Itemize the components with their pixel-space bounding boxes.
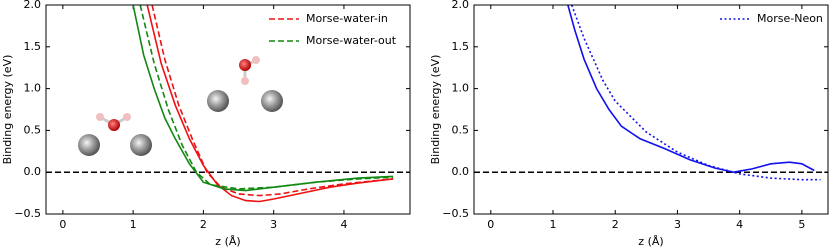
y-tick-label: 2.0 bbox=[452, 0, 470, 11]
plot-frame bbox=[45, 4, 411, 215]
x-tick-label: 4 bbox=[736, 218, 743, 231]
y-tick-label: 0.0 bbox=[24, 165, 42, 178]
y-tick-label: 1.5 bbox=[24, 40, 42, 53]
x-tick-label: 3 bbox=[674, 218, 681, 231]
x-tick-label: 1 bbox=[130, 218, 137, 231]
x-tick-label: 0 bbox=[59, 218, 66, 231]
x-tick-label: 3 bbox=[270, 218, 277, 231]
x-axis-label: z (Å) bbox=[638, 235, 663, 248]
y-tick-label: 0.0 bbox=[452, 165, 470, 178]
y-axis-label: Binding energy (eV) bbox=[1, 55, 14, 165]
x-tick-label: 5 bbox=[798, 218, 805, 231]
y-axis-label: Binding energy (eV) bbox=[429, 55, 442, 165]
series-line bbox=[570, 5, 821, 181]
y-tick-label: 1.5 bbox=[452, 40, 470, 53]
x-tick-label: 2 bbox=[612, 218, 619, 231]
x-tick-label: 4 bbox=[340, 218, 347, 231]
series-line bbox=[139, 5, 394, 190]
y-tick-label: 1.0 bbox=[24, 82, 42, 95]
series-line bbox=[146, 5, 394, 203]
y-tick-label: −0.5 bbox=[14, 207, 41, 220]
molecule-illustration bbox=[78, 56, 283, 156]
legend-label: Morse-water-out bbox=[306, 34, 397, 47]
y-tick-label: −0.5 bbox=[442, 207, 469, 220]
x-tick-label: 0 bbox=[487, 218, 494, 231]
y-tick-label: 1.0 bbox=[452, 82, 470, 95]
y-tick-label: 0.5 bbox=[452, 123, 470, 136]
y-tick-label: 0.5 bbox=[24, 123, 42, 136]
x-tick-label: 2 bbox=[200, 218, 207, 231]
series-line bbox=[567, 5, 815, 174]
x-axis-label: z (Å) bbox=[215, 235, 240, 248]
series-line bbox=[151, 5, 394, 197]
plot-frame bbox=[473, 4, 829, 215]
legend-label: Morse-Neon bbox=[757, 12, 823, 25]
y-tick-label: 2.0 bbox=[24, 0, 42, 11]
legend-label: Morse-water-in bbox=[306, 12, 388, 25]
x-tick-label: 1 bbox=[550, 218, 557, 231]
